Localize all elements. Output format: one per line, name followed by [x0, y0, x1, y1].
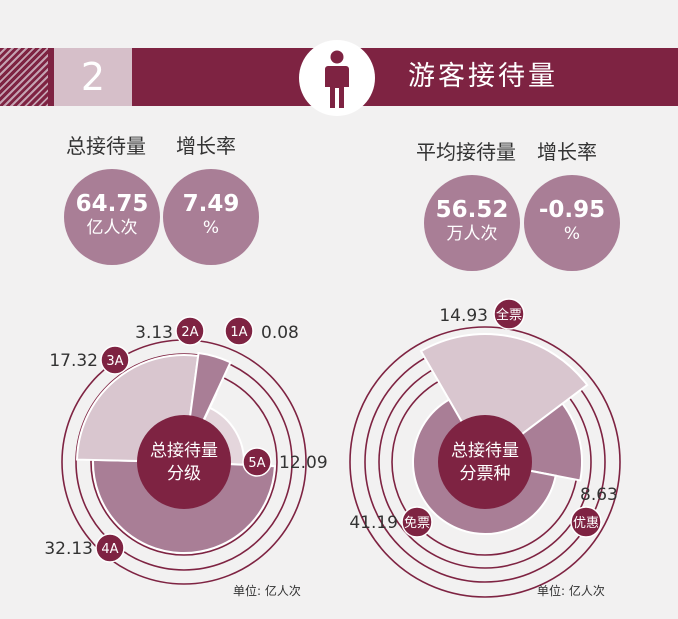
pie-center-label-1-2: 分级: [167, 464, 201, 484]
total-reception-value: 64.75: [75, 191, 149, 217]
total-reception-bubble: 64.75 亿人次: [64, 169, 160, 265]
data-label: 41.19: [349, 513, 398, 533]
ring-circle: [349, 326, 621, 598]
total-reception-unit: 亿人次: [86, 218, 138, 238]
growth-rate-unit-left: %: [202, 218, 220, 238]
category-label: 2A: [181, 325, 198, 340]
category-label: 全票: [496, 307, 522, 323]
growth-rate-label-right: 增长率: [537, 140, 597, 164]
data-label: 12.09: [279, 453, 328, 473]
chart-unit-note-left: 单位: 亿人次: [233, 584, 301, 598]
category-badge: [100, 345, 130, 375]
category-badge: [175, 316, 205, 346]
banner-stripe-decoration: [0, 48, 48, 106]
growth-rate-unit-right: %: [563, 224, 581, 244]
pie-center-1: [137, 415, 231, 509]
data-label: 32.13: [44, 539, 93, 559]
pie-center-label-2-2: 分票种: [460, 464, 511, 484]
total-reception-label: 总接待量: [66, 134, 146, 158]
growth-rate-value-left: 7.49: [182, 191, 240, 217]
data-label: 8.63: [580, 485, 618, 505]
category-label: 5A: [248, 456, 265, 471]
avg-reception-value: 56.52: [435, 197, 509, 223]
section-number: 2: [54, 48, 132, 106]
category-badge: [95, 533, 125, 563]
pie-center-2: [438, 415, 532, 509]
category-badge: [224, 316, 254, 346]
growth-rate-label-left: 增长率: [176, 134, 236, 158]
pie-center-label-2-1: 总接待量: [451, 441, 519, 461]
data-label: 14.93: [439, 306, 488, 326]
category-badge: [401, 506, 433, 538]
pie-center-label-1-1: 总接待量: [150, 441, 218, 461]
data-label: 17.32: [49, 351, 98, 371]
avg-reception-label: 平均接待量: [416, 140, 516, 164]
growth-rate-bubble-right: -0.95 %: [524, 175, 620, 271]
category-label: 1A: [230, 325, 247, 340]
category-badge: [570, 506, 602, 538]
person-icon: [299, 40, 375, 116]
data-label: 0.08: [261, 323, 299, 343]
avg-reception-bubble: 56.52 万人次: [424, 175, 520, 271]
category-badge: [493, 298, 525, 330]
growth-rate-value-right: -0.95: [538, 197, 606, 223]
page-title: 游客接待量: [408, 61, 558, 92]
data-label: 3.13: [135, 323, 173, 343]
category-label: 3A: [106, 354, 123, 369]
growth-rate-bubble-left: 7.49 %: [163, 169, 259, 265]
category-label: 优惠: [573, 516, 599, 531]
category-label: 4A: [101, 542, 118, 557]
category-label: 免票: [404, 516, 430, 531]
chart-unit-note-right: 单位: 亿人次: [537, 584, 605, 598]
avg-reception-unit: 万人次: [446, 224, 498, 244]
category-badge: [242, 447, 272, 477]
